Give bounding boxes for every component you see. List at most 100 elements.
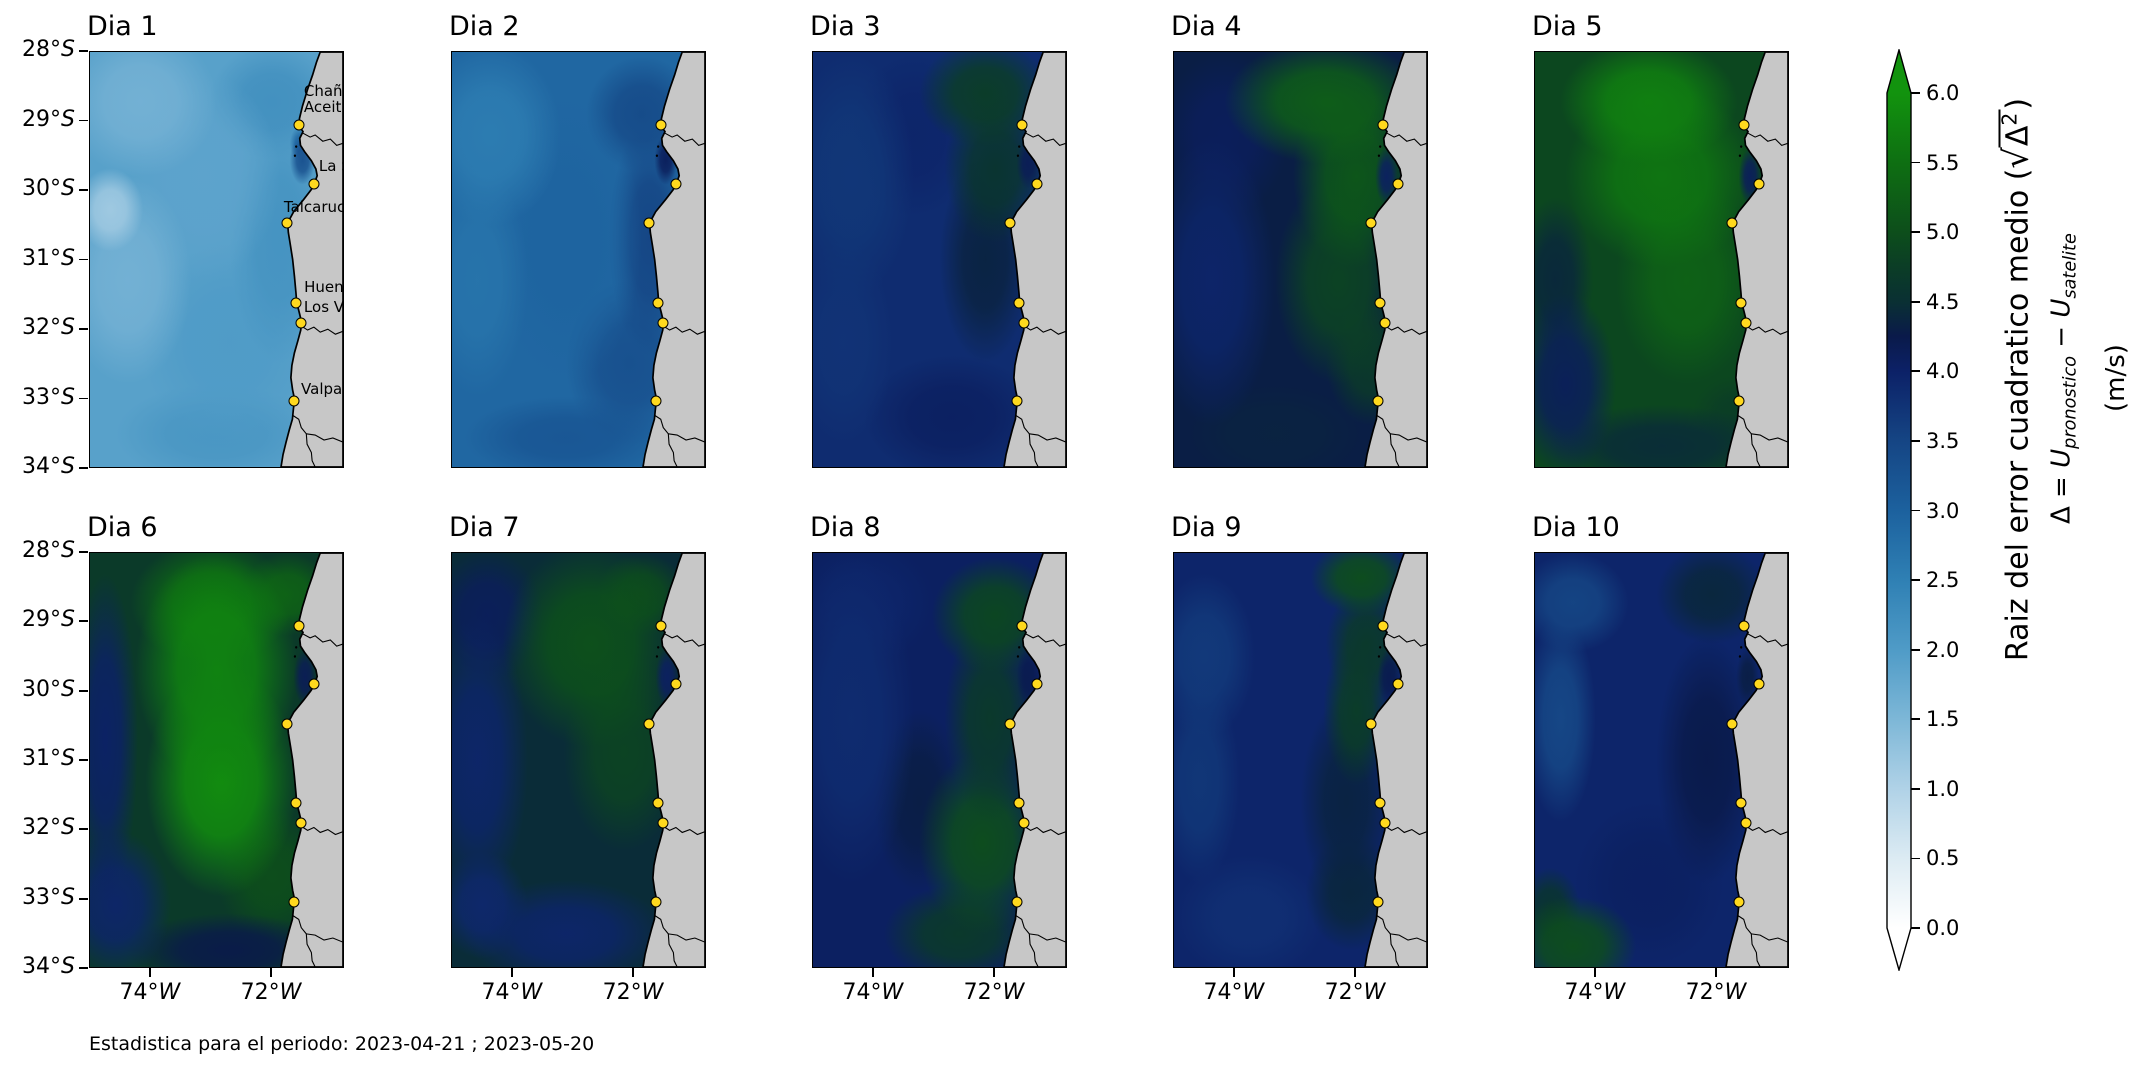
city-marker-huentelauquen xyxy=(652,297,664,309)
city-marker-talcaruca xyxy=(1365,718,1377,730)
city-marker-los-vilos xyxy=(657,317,669,329)
panel-title: Dia 10 xyxy=(1532,512,1620,543)
city-marker-la-serena xyxy=(1392,178,1404,190)
colorbar xyxy=(1886,49,1912,971)
islet xyxy=(293,154,297,157)
colorbar-tick xyxy=(1911,648,1920,651)
lon-tick xyxy=(511,968,513,977)
colorbar-tick-label: 1.0 xyxy=(1926,776,1960,801)
region-border xyxy=(1029,934,1066,942)
land-coastline xyxy=(90,553,343,967)
islet xyxy=(1016,154,1020,157)
u-forecast: U xyxy=(2046,448,2077,468)
colorbar-tick-label: 2.5 xyxy=(1926,568,1960,593)
colorbar-bar xyxy=(1886,49,1912,971)
city-marker-talcaruca xyxy=(1365,217,1377,229)
islet xyxy=(1379,646,1382,649)
city-label-los-vilos: Los Vilos xyxy=(303,297,344,316)
land-coastline xyxy=(813,52,1066,467)
lon-tick-label: 74°W xyxy=(1564,980,1626,1005)
city-marker-huentelauquen xyxy=(1013,297,1025,309)
region-border xyxy=(654,915,677,967)
land-coastline xyxy=(1174,52,1427,467)
lat-tick-label: 30°S xyxy=(22,676,75,702)
map-area xyxy=(89,552,344,968)
panel-title: Dia 3 xyxy=(810,11,881,42)
region-border xyxy=(1376,415,1399,467)
region-border xyxy=(1751,434,1788,442)
lat-tick xyxy=(79,759,88,761)
colorbar-tick-label: 4.0 xyxy=(1926,359,1960,384)
lon-tick xyxy=(1594,968,1596,977)
lon-tick xyxy=(872,968,874,977)
map-area xyxy=(451,552,706,968)
islet xyxy=(657,646,660,649)
region-border xyxy=(303,634,343,646)
region-border xyxy=(1737,415,1760,467)
region-border xyxy=(1746,326,1788,334)
islet xyxy=(1018,646,1021,649)
map-area xyxy=(1534,552,1789,968)
city-marker-valpara-so xyxy=(1372,896,1384,908)
colorbar-title-text: Raiz del error cuadratico medio ( xyxy=(2000,168,2036,662)
city-marker-talcaruca xyxy=(281,217,293,229)
map-area xyxy=(451,51,706,468)
islet xyxy=(1016,655,1020,658)
city-marker-valpara-so xyxy=(288,395,300,407)
city-marker-cha-aral-de-aceituno xyxy=(1738,119,1750,131)
region-border xyxy=(1015,915,1038,967)
panel-title: Dia 1 xyxy=(87,11,158,42)
panel-title: Dia 2 xyxy=(449,11,520,42)
city-marker-la-serena xyxy=(1753,678,1765,690)
sqrt-symbol: √ xyxy=(1996,147,2036,169)
city-marker-talcaruca xyxy=(643,217,655,229)
city-marker-talcaruca xyxy=(1726,217,1738,229)
lat-tick xyxy=(79,828,88,831)
lat-tick-label: 28°S xyxy=(22,538,75,563)
city-marker-huentelauquen xyxy=(1374,297,1386,309)
land-coastline xyxy=(813,553,1066,967)
colorbar-tick xyxy=(1911,161,1920,164)
city-marker-huentelauquen xyxy=(1013,797,1025,809)
islet xyxy=(655,655,659,658)
lon-tick xyxy=(149,968,151,977)
islet xyxy=(655,154,659,157)
colorbar-title: Raiz del error cuadratico medio (√Δ2) xyxy=(1992,0,2037,880)
land-coastline xyxy=(1174,553,1427,967)
lon-tick-label: 74°W xyxy=(119,980,181,1005)
map-area: Chañaral deAceituno La Serena Talcaruca Hue… xyxy=(89,51,344,468)
colorbar-tick xyxy=(1911,300,1920,303)
city-marker-la-serena xyxy=(1392,678,1404,690)
region-border xyxy=(665,634,705,646)
lat-tick-label: 31°S xyxy=(22,245,75,271)
lon-tick-label: 72°W xyxy=(602,980,664,1005)
colorbar-tick-label: 5.5 xyxy=(1926,150,1960,175)
city-marker-cha-aral-de-aceituno xyxy=(293,620,305,632)
lat-tick-label: 32°S xyxy=(22,815,75,841)
city-marker-la-serena xyxy=(1031,178,1043,190)
lon-tick-label: 72°W xyxy=(1324,980,1386,1005)
city-marker-cha-aral-de-aceituno xyxy=(655,620,667,632)
islet xyxy=(293,655,297,658)
colorbar-tick-label: 6.0 xyxy=(1926,81,1960,105)
panel-title: Dia 5 xyxy=(1532,11,1603,42)
region-border xyxy=(1024,826,1066,834)
city-marker-huentelauquen xyxy=(1374,797,1386,809)
city-marker-cha-aral-de-aceituno xyxy=(293,119,305,131)
region-border xyxy=(1390,434,1427,442)
colorbar-tick xyxy=(1911,857,1920,860)
lon-tick-label: 74°W xyxy=(1203,980,1265,1005)
city-marker-talcaruca xyxy=(1004,217,1016,229)
lat-tick xyxy=(79,397,88,400)
lon-tick-label: 74°W xyxy=(842,980,904,1005)
colorbar-tick-label: 0.5 xyxy=(1926,846,1960,871)
map-area xyxy=(812,51,1067,468)
city-marker-huentelauquen xyxy=(290,297,302,309)
region-border xyxy=(306,434,343,442)
region-border xyxy=(303,133,343,145)
city-marker-valpara-so xyxy=(288,896,300,908)
lat-tick-label: 30°S xyxy=(22,176,75,201)
region-border xyxy=(654,415,677,467)
city-marker-huentelauquen xyxy=(652,797,664,809)
lat-tick xyxy=(79,689,88,692)
